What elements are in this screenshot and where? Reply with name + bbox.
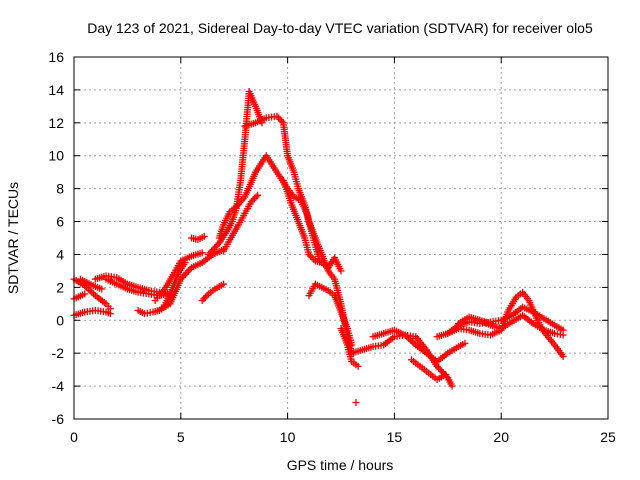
data-point xyxy=(487,320,495,328)
data-points xyxy=(70,88,567,407)
x-tick-label: 5 xyxy=(177,429,185,445)
data-point-interp xyxy=(211,244,219,252)
x-tick-label: 0 xyxy=(70,429,78,445)
data-point xyxy=(559,352,567,360)
data-point xyxy=(254,191,262,199)
y-tick-label: 4 xyxy=(56,246,64,262)
data-point xyxy=(448,382,456,390)
data-point xyxy=(442,371,450,379)
x-tick-label: 15 xyxy=(387,429,403,445)
plot-frame xyxy=(73,56,609,420)
data-point-interp xyxy=(186,265,194,273)
data-point-interp xyxy=(183,269,191,277)
data-point xyxy=(200,232,208,240)
data-point-interp xyxy=(308,254,316,262)
data-point-interp xyxy=(200,295,208,303)
data-point-interp xyxy=(88,288,96,296)
data-point-interp xyxy=(180,272,188,280)
data-point-interp xyxy=(276,116,284,124)
x-axis-label: GPS time / hours xyxy=(287,457,394,473)
data-point xyxy=(433,362,441,370)
data-point xyxy=(354,362,362,370)
x-tick-label: 20 xyxy=(493,429,509,445)
x-tick-label: 25 xyxy=(600,429,616,445)
y-tick-label: -2 xyxy=(52,345,65,361)
y-tick-label: -4 xyxy=(52,378,65,394)
data-point-interp xyxy=(178,273,186,281)
data-point-interp xyxy=(201,293,209,301)
data-point-interp xyxy=(86,287,94,295)
data-point xyxy=(177,275,185,283)
y-tick-label: 8 xyxy=(56,181,64,197)
data-point xyxy=(98,285,106,293)
data-point-interp xyxy=(252,193,260,201)
y-tick-label: 2 xyxy=(56,279,64,295)
y-tick-label: 16 xyxy=(48,49,64,65)
data-point xyxy=(81,290,89,298)
data-point-interp xyxy=(214,241,222,249)
data-point xyxy=(220,280,228,288)
y-tick-label: 14 xyxy=(48,82,64,98)
data-point-interp xyxy=(184,267,192,275)
data-point-interp xyxy=(249,196,257,204)
data-point xyxy=(352,399,360,407)
y-tick-label: 12 xyxy=(48,115,64,131)
data-point xyxy=(198,249,206,257)
data-point-interp xyxy=(275,114,283,122)
y-axis-label: SDTVAR / TECUs xyxy=(5,182,21,294)
data-point-interp xyxy=(307,252,315,260)
data-point-interp xyxy=(212,242,220,250)
chart-title: Day 123 of 2021, Sidereal Day-to-day VTE… xyxy=(87,20,593,36)
data-point xyxy=(205,250,213,258)
data-point-interp xyxy=(208,247,216,255)
data-point xyxy=(461,339,469,347)
data-point-interp xyxy=(435,364,443,372)
data-point-interp xyxy=(181,270,189,278)
grid xyxy=(74,57,608,419)
data-point xyxy=(106,310,114,318)
data-point-interp xyxy=(310,255,318,263)
data-point xyxy=(559,331,567,339)
y-tick-label: -6 xyxy=(52,411,65,427)
data-point xyxy=(198,297,206,305)
data-point xyxy=(337,267,345,275)
data-point xyxy=(273,112,281,120)
y-tick-label: 6 xyxy=(56,214,64,230)
data-point xyxy=(305,250,313,258)
y-tick-label: 10 xyxy=(48,148,64,164)
x-tick-label: 10 xyxy=(280,429,296,445)
y-tick-label: 0 xyxy=(56,312,64,328)
data-point-interp xyxy=(278,117,286,125)
data-point xyxy=(247,198,255,206)
data-point-interp xyxy=(209,246,217,254)
data-point-interp xyxy=(203,292,211,300)
data-point-interp xyxy=(436,366,444,374)
data-point-interp xyxy=(206,249,214,257)
data-point-interp xyxy=(250,195,258,203)
